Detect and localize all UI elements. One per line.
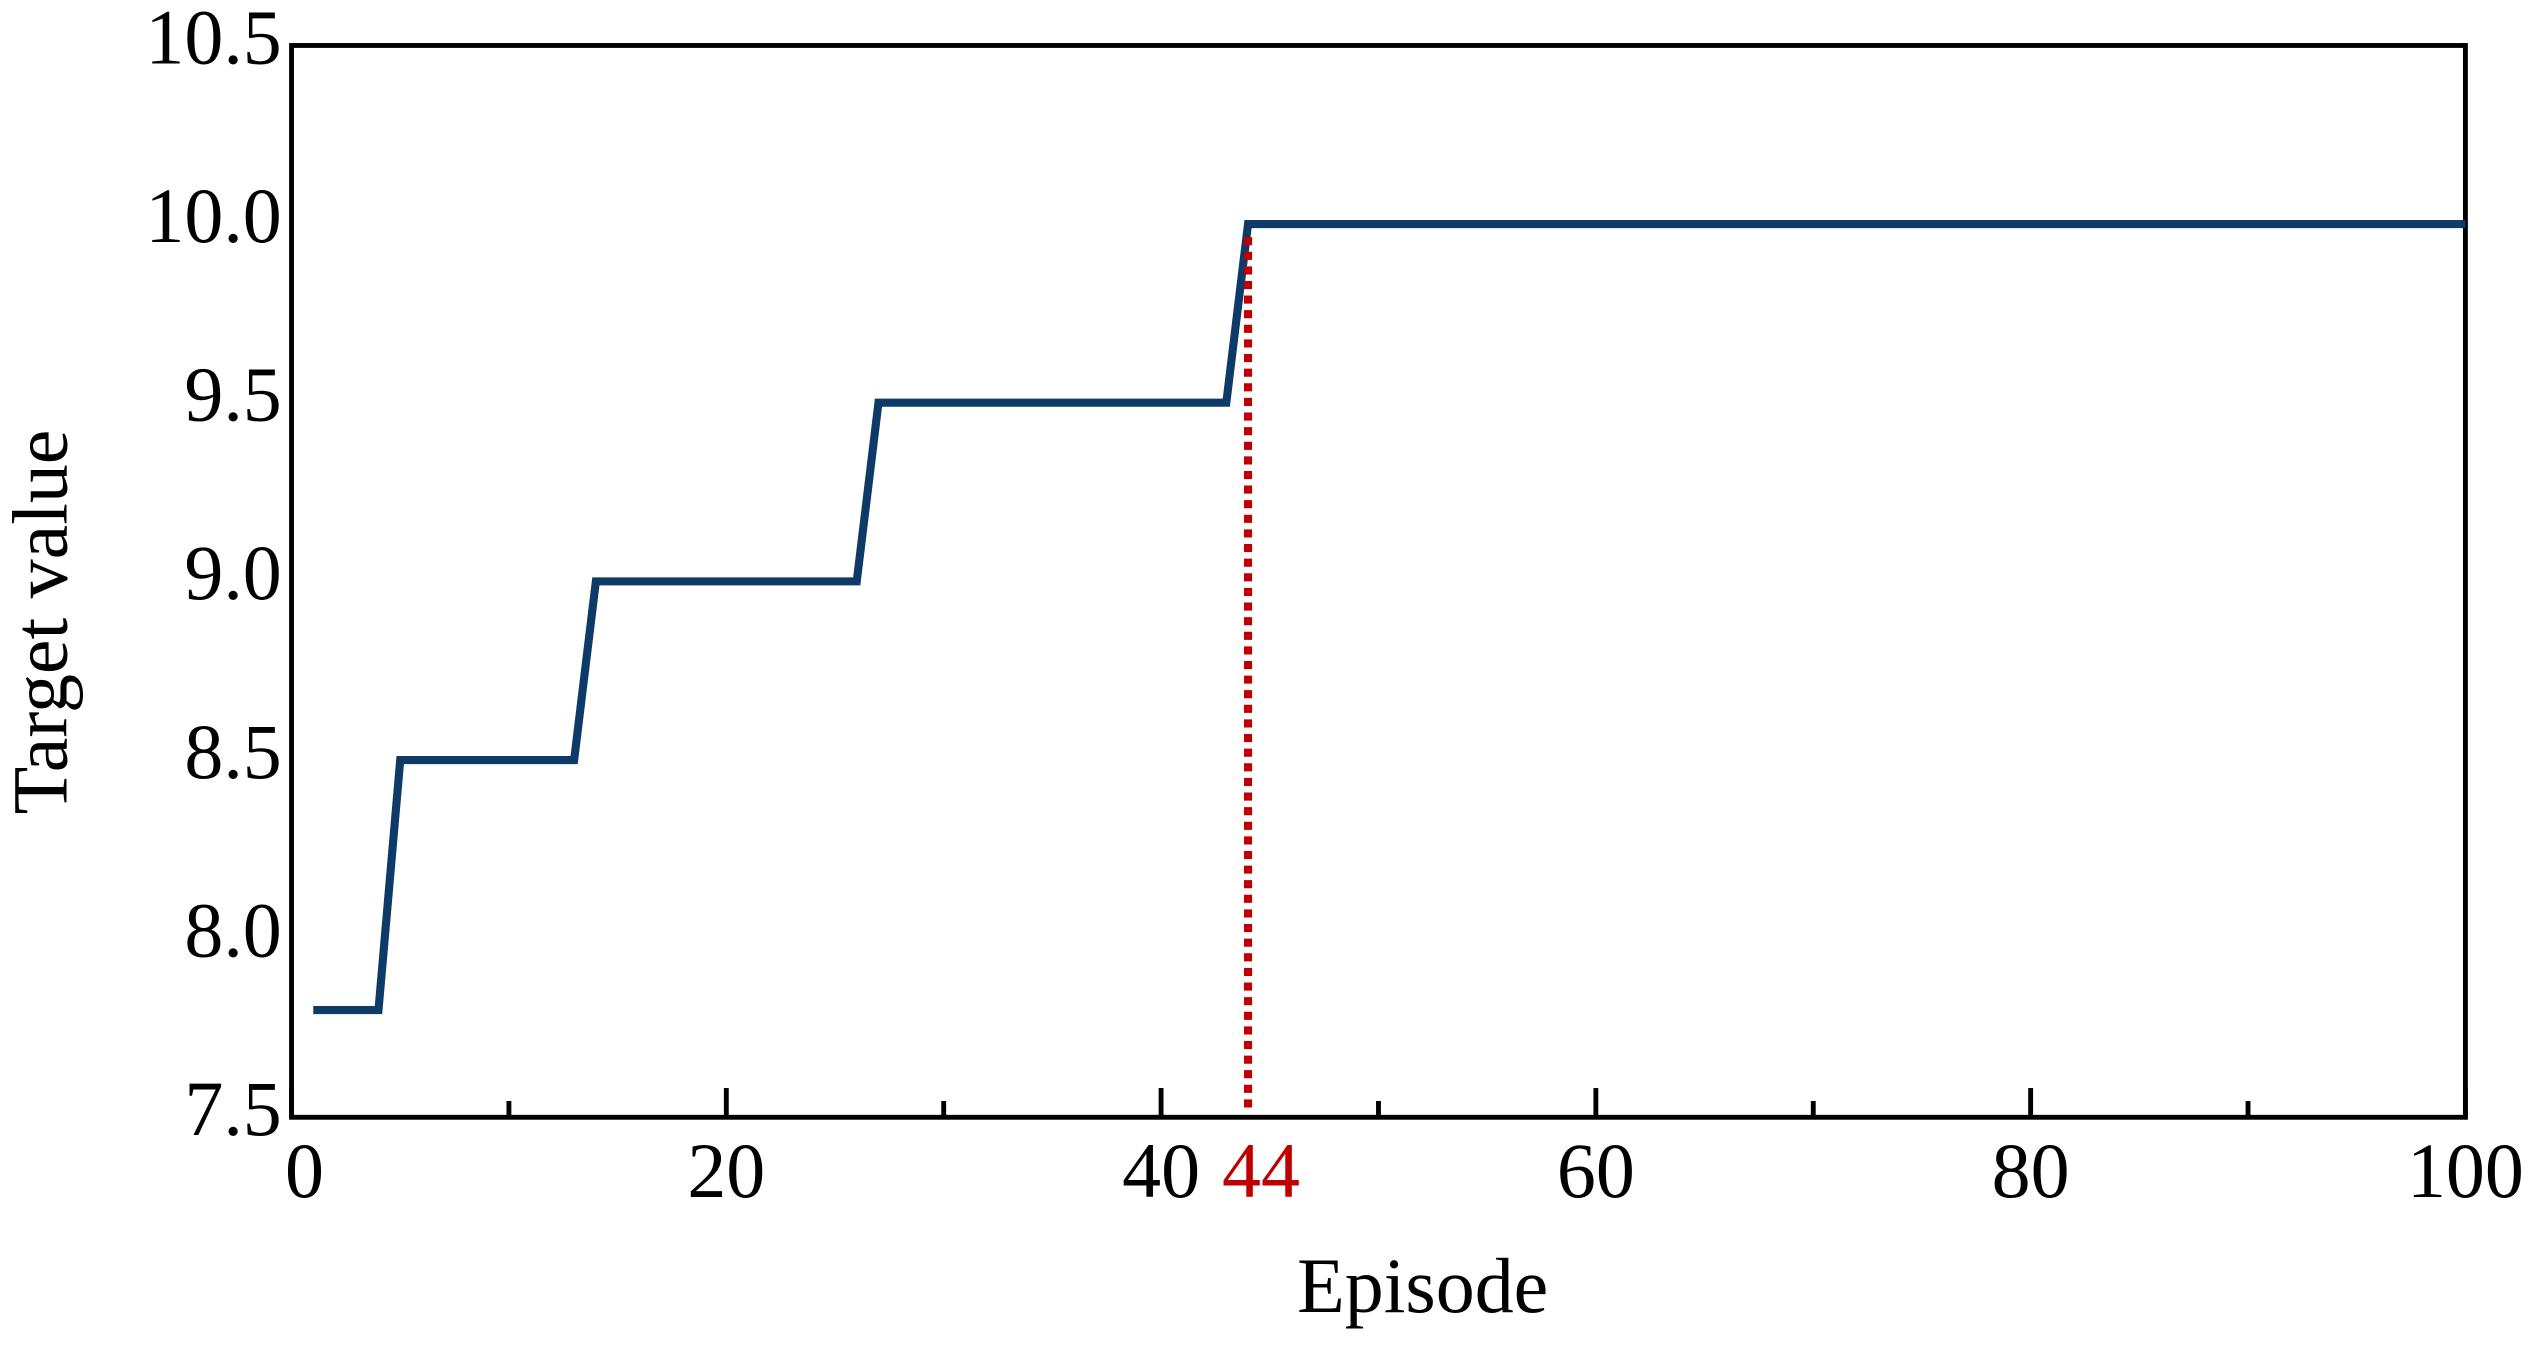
x-tick-label: 20: [687, 1128, 765, 1214]
y-tick-label: 9.0: [184, 530, 281, 616]
x-tick-label: 0: [285, 1128, 324, 1214]
x-tick-label: 80: [1992, 1128, 2070, 1214]
y-tick-label: 8.0: [184, 888, 281, 974]
y-tick-label: 9.5: [184, 352, 281, 438]
marker-label: 44: [1222, 1128, 1300, 1214]
y-tick-label: 8.5: [184, 709, 281, 795]
x-axis-title: Episode: [1297, 1243, 1548, 1329]
x-tick-label: 60: [1557, 1128, 1635, 1214]
y-tick-label: 7.5: [184, 1066, 281, 1152]
data-line: [313, 220, 2466, 1015]
x-tick-label: 40: [1122, 1128, 1200, 1214]
x-tick-label: 100: [2407, 1128, 2524, 1214]
y-tick-label: 10.0: [145, 173, 281, 259]
y-axis-title: Target value: [0, 430, 84, 815]
y-tick-label: 10.5: [145, 0, 281, 80]
